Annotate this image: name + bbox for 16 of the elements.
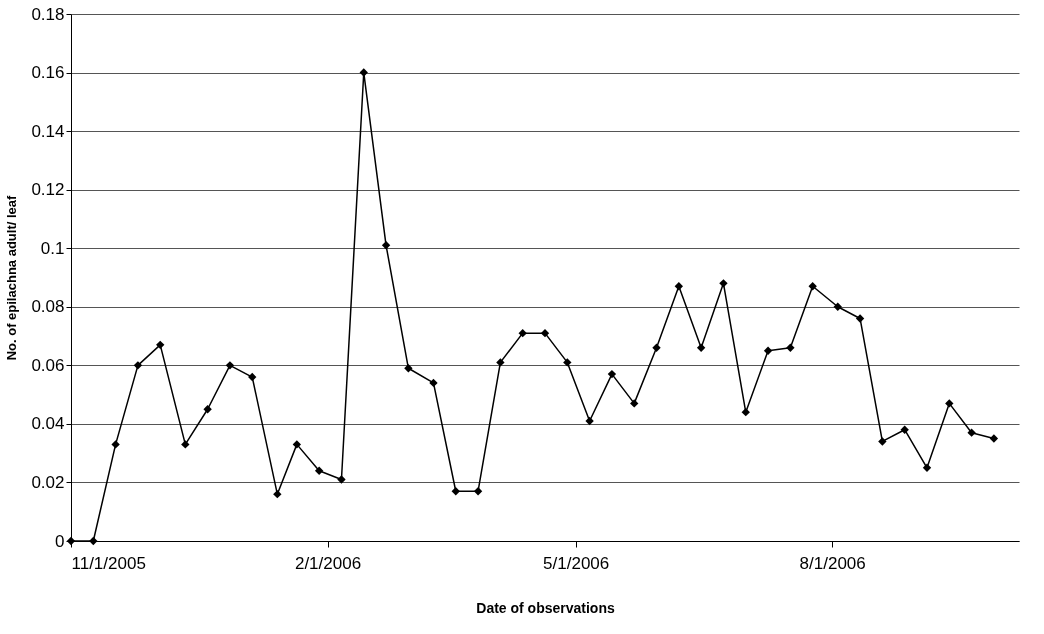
y-tick-label: 0.06 bbox=[31, 355, 65, 375]
y-tick-label: 0.18 bbox=[31, 4, 65, 24]
x-tick-label: 5/1/2006 bbox=[543, 553, 610, 573]
y-tick-label: 0.16 bbox=[31, 63, 65, 83]
y-tick-label: 0.1 bbox=[40, 238, 65, 258]
y-axis-title: No. of epilachna adult/ leaf bbox=[4, 194, 20, 361]
x-tick-label: 11/1/2005 bbox=[71, 553, 146, 573]
x-axis-title: Date of observations bbox=[476, 599, 615, 616]
x-tick-label: 2/1/2006 bbox=[294, 553, 362, 573]
y-tick-label: 0 bbox=[55, 531, 65, 551]
x-tick-label: 8/1/2006 bbox=[799, 553, 866, 573]
y-tick-label: 0.04 bbox=[31, 414, 65, 434]
y-tick-label: 0.08 bbox=[31, 297, 65, 317]
y-tick-label: 0.12 bbox=[31, 180, 65, 200]
y-tick-label: 0.02 bbox=[31, 472, 65, 492]
y-tick-label: 0.14 bbox=[31, 121, 65, 141]
